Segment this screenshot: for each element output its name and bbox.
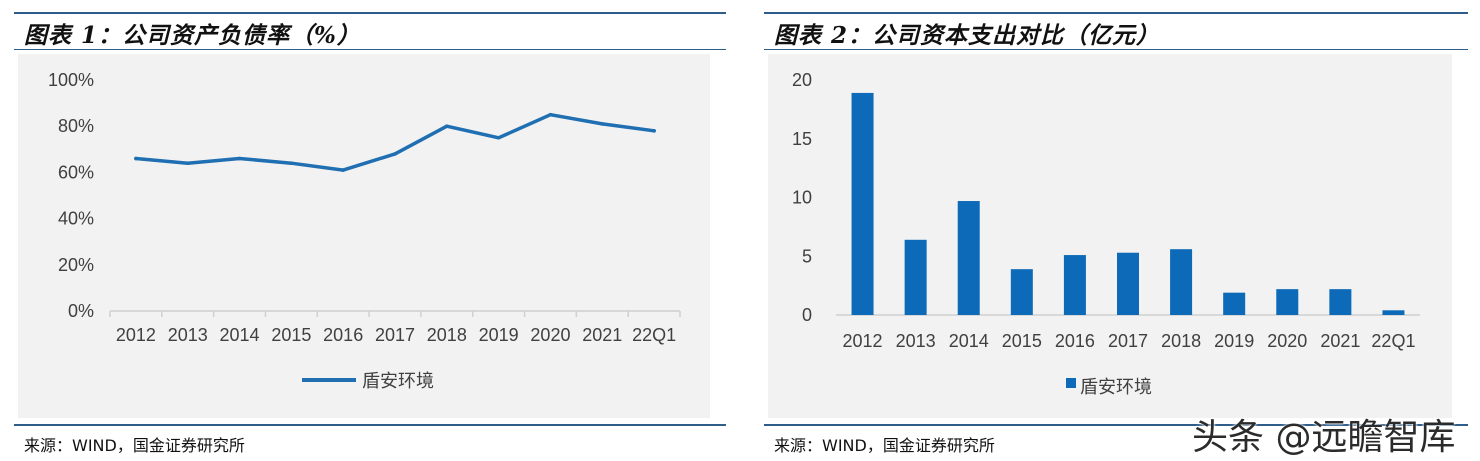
bar — [1382, 310, 1405, 315]
x-tick-label: 2015 — [1002, 331, 1042, 351]
x-tick-label: 2012 — [843, 331, 883, 351]
panel-bottom-rule — [14, 424, 726, 426]
x-tick-label: 2017 — [375, 325, 415, 345]
x-tick-label: 2016 — [323, 325, 363, 345]
x-tick-label: 2016 — [1055, 331, 1095, 351]
data-point — [341, 168, 345, 172]
y-tick-label: 20 — [792, 70, 812, 90]
debt-ratio-chart-area — [18, 54, 710, 418]
y-tick-label: 15 — [792, 129, 812, 149]
bar — [1170, 249, 1193, 315]
x-tick-label: 2013 — [168, 325, 208, 345]
y-tick-label: 60% — [58, 162, 94, 182]
y-tick-label: 40% — [58, 209, 94, 229]
x-tick-label: 2018 — [1161, 331, 1201, 351]
x-tick-label: 2019 — [479, 325, 519, 345]
bar — [851, 92, 874, 315]
x-tick-label: 2014 — [949, 331, 989, 351]
bar — [1276, 289, 1299, 315]
bar — [904, 239, 927, 315]
panel-top-rule — [14, 12, 726, 14]
debt-ratio-source: 来源：WIND，国金证券研究所 — [24, 436, 245, 455]
x-tick-label: 2012 — [116, 325, 156, 345]
x-tick-label: 22Q1 — [632, 325, 676, 345]
panel-bottom-rule — [764, 424, 1468, 426]
x-tick-label: 2017 — [1108, 331, 1148, 351]
data-point — [548, 112, 553, 117]
legend-label: 盾安环境 — [1080, 377, 1152, 398]
x-tick-label: 2019 — [1214, 331, 1254, 351]
capex-chart-area — [768, 54, 1452, 418]
bar — [1223, 292, 1246, 315]
bar — [1117, 252, 1139, 315]
bar — [957, 201, 980, 315]
y-tick-label: 100% — [48, 70, 94, 90]
bar — [1329, 289, 1352, 315]
x-tick-label: 22Q1 — [1371, 331, 1415, 351]
watermark: 头条 @远瞻智库 — [1192, 417, 1456, 458]
debt-ratio-line-chart: 100% 80% 60% 40% 20% 0% 2012 2013 2014 2015 2016 20… — [48, 70, 681, 392]
data-point — [289, 161, 294, 165]
x-tick-label: 2015 — [271, 325, 311, 345]
debt-ratio-panel: 图表 1：公司资产负债率（%） 100% 80% 60% 40% 20% 0% 2012 20… — [14, 0, 726, 461]
data-point — [496, 135, 501, 140]
x-tick-label: 2013 — [896, 331, 936, 351]
capex-title: 图表 2：公司资本支出对比（亿元） — [774, 22, 1161, 49]
x-tick-label: 2020 — [1267, 331, 1307, 351]
panel-title-rule — [764, 49, 1468, 50]
y-tick-label: 0% — [68, 301, 94, 321]
data-point — [134, 156, 138, 161]
x-tick-label: 2021 — [582, 325, 622, 345]
data-point — [185, 161, 190, 165]
x-tick-label: 2021 — [1320, 331, 1360, 351]
data-point — [445, 124, 449, 128]
y-tick-label: 0 — [802, 305, 812, 325]
x-tick-label: 2014 — [220, 325, 260, 345]
debt-ratio-title: 图表 1：公司资产负债率（%） — [24, 22, 361, 49]
legend-label: 盾安环境 — [362, 371, 434, 392]
y-tick-label: 80% — [58, 116, 94, 136]
legend-swatch — [1066, 378, 1076, 388]
y-tick-label: 5 — [802, 246, 812, 266]
y-tick-label: 20% — [58, 255, 94, 275]
x-tick-label: 2020 — [530, 325, 570, 345]
data-point — [393, 152, 397, 156]
panel-top-rule — [764, 12, 1468, 14]
capex-panel: 图表 2：公司资本支出对比（亿元） 20 15 10 5 0 2012 2013 2014 20… — [764, 0, 1468, 461]
panel-title-rule — [14, 49, 726, 50]
data-point — [237, 156, 242, 161]
bar — [1063, 255, 1086, 315]
y-tick-label: 10 — [792, 188, 812, 208]
bar — [1010, 269, 1033, 315]
capex-source: 来源：WIND，国金证券研究所 — [774, 436, 995, 455]
data-point — [652, 129, 656, 133]
data-point — [600, 122, 605, 126]
x-tick-label: 2018 — [427, 325, 467, 345]
series-line — [134, 112, 656, 172]
